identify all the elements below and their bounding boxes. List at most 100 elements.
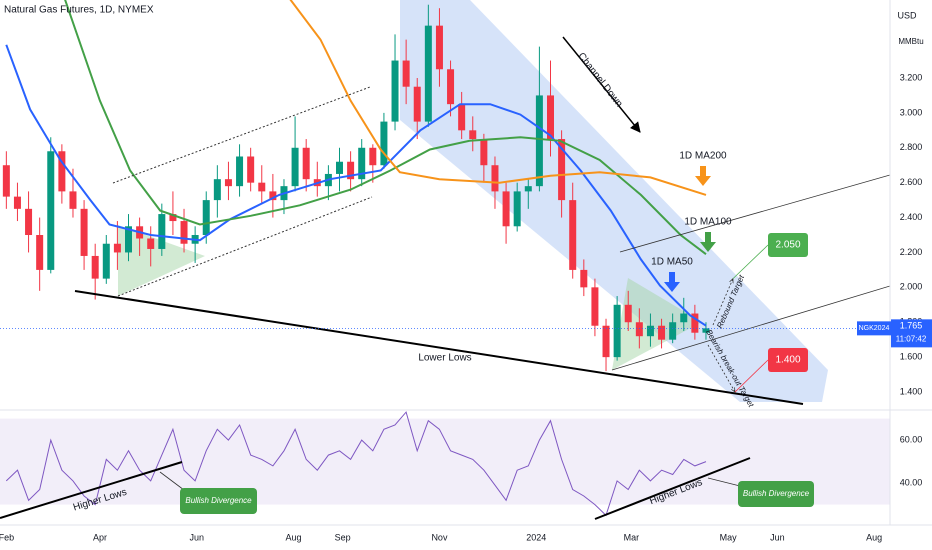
x-tick-label: May <box>720 532 738 542</box>
candle-body <box>302 147 310 180</box>
candle-body <box>691 313 699 333</box>
candle-body <box>202 200 210 236</box>
moving-average <box>289 0 707 196</box>
candle-body <box>458 104 466 131</box>
candle-body <box>236 156 244 187</box>
currency: USD <box>897 10 917 20</box>
candle-body <box>491 165 499 192</box>
candle-body <box>480 139 488 166</box>
candle-body <box>91 255 99 279</box>
lower-lows-label: Lower Lows <box>418 353 471 364</box>
target-box <box>768 348 808 372</box>
target-connector <box>732 244 769 279</box>
candle-body <box>47 151 55 270</box>
target-arrow <box>712 279 733 326</box>
candle-body <box>680 313 688 323</box>
divergence-label: Bullish Divergence <box>743 489 810 498</box>
candle-body <box>702 328 710 333</box>
candle-body <box>2 165 10 197</box>
unit: MMBtu <box>898 37 923 46</box>
x-tick-label: Feb <box>0 532 14 542</box>
candle-body <box>391 60 399 122</box>
target-connector <box>734 359 769 393</box>
candle-body <box>402 60 410 87</box>
candle-body <box>435 25 443 70</box>
y-tick-label: 1.400 <box>900 386 923 396</box>
connector <box>159 471 185 491</box>
countdown-label: 11:07:42 <box>896 334 927 343</box>
ma-label: 1D MA200 <box>679 151 727 162</box>
candle-body <box>258 182 266 192</box>
rsi-line <box>5 411 707 517</box>
rsi-tick-label: 60.00 <box>900 434 923 444</box>
candle-body <box>269 191 277 201</box>
x-tick-label: Apr <box>93 532 107 542</box>
x-tick-label: 2024 <box>526 532 546 542</box>
ma-label: 1D MA100 <box>684 217 732 228</box>
x-tick-label: Nov <box>431 532 448 542</box>
target-value: 1.400 <box>775 355 800 366</box>
ma-label: 1D MA50 <box>651 257 693 268</box>
x-tick-label: Jun <box>189 532 204 542</box>
candle-body <box>336 161 344 174</box>
candle-body <box>169 214 177 222</box>
candle-body <box>413 86 421 122</box>
candle-body <box>380 121 388 166</box>
candle-body <box>624 304 632 323</box>
candle-body <box>13 196 21 209</box>
x-tick-label: Aug <box>285 532 301 542</box>
triangle-shade <box>612 278 702 370</box>
candle-body <box>213 179 221 201</box>
candle-body <box>635 322 643 337</box>
target-arrow <box>707 344 735 392</box>
higher-lows-line <box>0 461 183 519</box>
candle-body <box>469 130 477 140</box>
y-tick-label: 3.200 <box>900 72 923 82</box>
candle-body <box>347 161 355 180</box>
trend-line <box>112 86 371 184</box>
candle-body <box>358 147 366 180</box>
x-tick-label: Sep <box>335 532 351 542</box>
ma-arrow <box>664 272 680 292</box>
lower-lows-line <box>74 290 804 405</box>
y-tick-label: 1.600 <box>900 352 923 362</box>
candle-body <box>447 69 455 105</box>
candle-body <box>224 179 232 187</box>
trend-line <box>117 196 373 297</box>
candle-body <box>502 191 510 227</box>
rsi-tick-label: 40.00 <box>900 477 923 487</box>
candle-body <box>158 214 166 249</box>
target-box <box>768 233 808 257</box>
candle-body <box>180 221 188 244</box>
candle-body <box>580 269 588 288</box>
chart-title: Natural Gas Futures, 1D, NYMEX <box>4 5 154 16</box>
y-tick-label: 2.000 <box>900 282 923 292</box>
candle-body <box>58 151 66 192</box>
last-price-label: 1.765 <box>900 321 923 331</box>
x-tick-label: Aug <box>866 532 882 542</box>
candle-body <box>535 95 543 187</box>
candle-body <box>602 325 610 358</box>
candle-body <box>669 322 677 340</box>
candle-body <box>424 25 432 122</box>
y-tick-label: 2.800 <box>900 142 923 152</box>
symbol-label: NGK2024 <box>859 325 890 332</box>
y-tick-label: 2.200 <box>900 247 923 257</box>
candle-body <box>247 156 255 183</box>
channel-down-band <box>400 0 828 402</box>
candle-body <box>102 243 110 279</box>
candle-body <box>558 139 566 201</box>
y-tick-label: 2.600 <box>900 177 923 187</box>
moving-average <box>64 0 707 255</box>
y-tick-label: 2.400 <box>900 212 923 222</box>
moving-average <box>5 44 707 327</box>
x-tick-label: Mar <box>624 532 640 542</box>
target-value: 2.050 <box>775 240 800 251</box>
ma-arrow <box>700 232 716 252</box>
candle-body <box>369 147 377 166</box>
candle-body <box>546 95 554 140</box>
candle-body <box>613 304 621 358</box>
x-tick-label: Jun <box>770 532 785 542</box>
